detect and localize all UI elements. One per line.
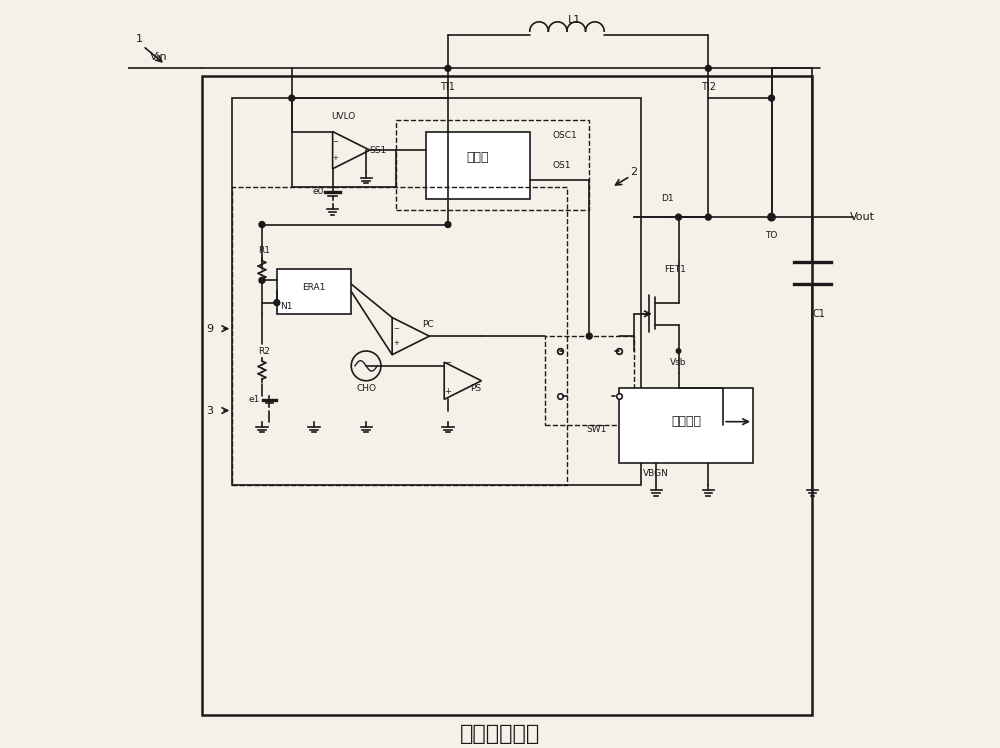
- Text: +: +: [333, 155, 339, 161]
- Bar: [396, 120, 589, 209]
- Text: Vout: Vout: [850, 212, 875, 222]
- Bar: [545, 336, 634, 426]
- Text: −: −: [333, 139, 339, 145]
- Circle shape: [676, 214, 682, 220]
- Circle shape: [259, 221, 265, 227]
- Bar: [232, 187, 567, 485]
- Text: （现有技术）: （现有技术）: [460, 724, 540, 744]
- Text: FET1: FET1: [664, 265, 686, 274]
- Text: TI1: TI1: [440, 82, 455, 92]
- Text: N1: N1: [281, 302, 293, 311]
- Text: −: −: [444, 358, 451, 367]
- Text: CHO: CHO: [356, 384, 376, 393]
- Circle shape: [259, 278, 265, 283]
- Circle shape: [705, 214, 711, 220]
- Text: 1: 1: [136, 34, 143, 43]
- Text: 偏压电路: 偏压电路: [671, 415, 701, 428]
- Text: C1: C1: [812, 309, 825, 319]
- Text: OS1: OS1: [552, 161, 571, 170]
- Text: PS: PS: [470, 384, 481, 393]
- Text: L1: L1: [568, 15, 581, 25]
- Text: OSC1: OSC1: [552, 131, 577, 140]
- Circle shape: [289, 95, 295, 101]
- Text: 9: 9: [206, 324, 213, 334]
- Text: TI2: TI2: [701, 82, 716, 92]
- Text: −: −: [393, 326, 399, 332]
- Circle shape: [445, 65, 451, 71]
- Circle shape: [676, 349, 681, 353]
- Circle shape: [769, 95, 774, 101]
- Circle shape: [768, 213, 775, 221]
- Text: Vin: Vin: [150, 52, 168, 62]
- Text: UVLO: UVLO: [332, 112, 356, 121]
- Text: e1: e1: [249, 395, 260, 404]
- Text: TO: TO: [765, 231, 778, 240]
- Bar: [277, 269, 351, 314]
- Circle shape: [586, 333, 592, 339]
- Circle shape: [769, 214, 774, 220]
- Bar: [202, 76, 812, 716]
- Text: 3: 3: [206, 405, 213, 415]
- Text: Vsb: Vsb: [670, 358, 687, 367]
- Circle shape: [705, 65, 711, 71]
- Text: PC: PC: [422, 320, 434, 329]
- Text: +: +: [444, 387, 451, 396]
- Text: R2: R2: [258, 346, 270, 355]
- Text: e0: e0: [312, 186, 323, 195]
- Bar: [232, 98, 641, 485]
- Text: 2: 2: [630, 168, 637, 177]
- Text: SS1: SS1: [370, 146, 387, 155]
- Circle shape: [445, 221, 451, 227]
- Text: D1: D1: [661, 194, 674, 203]
- Text: R1: R1: [258, 246, 270, 255]
- Bar: [619, 388, 753, 462]
- Text: SW1: SW1: [587, 425, 607, 434]
- Text: ERA1: ERA1: [302, 283, 326, 292]
- Text: VBGN: VBGN: [643, 469, 669, 478]
- Circle shape: [274, 300, 280, 306]
- Text: 振荡器: 振荡器: [466, 151, 489, 164]
- Text: +: +: [393, 340, 399, 346]
- Bar: [426, 132, 530, 198]
